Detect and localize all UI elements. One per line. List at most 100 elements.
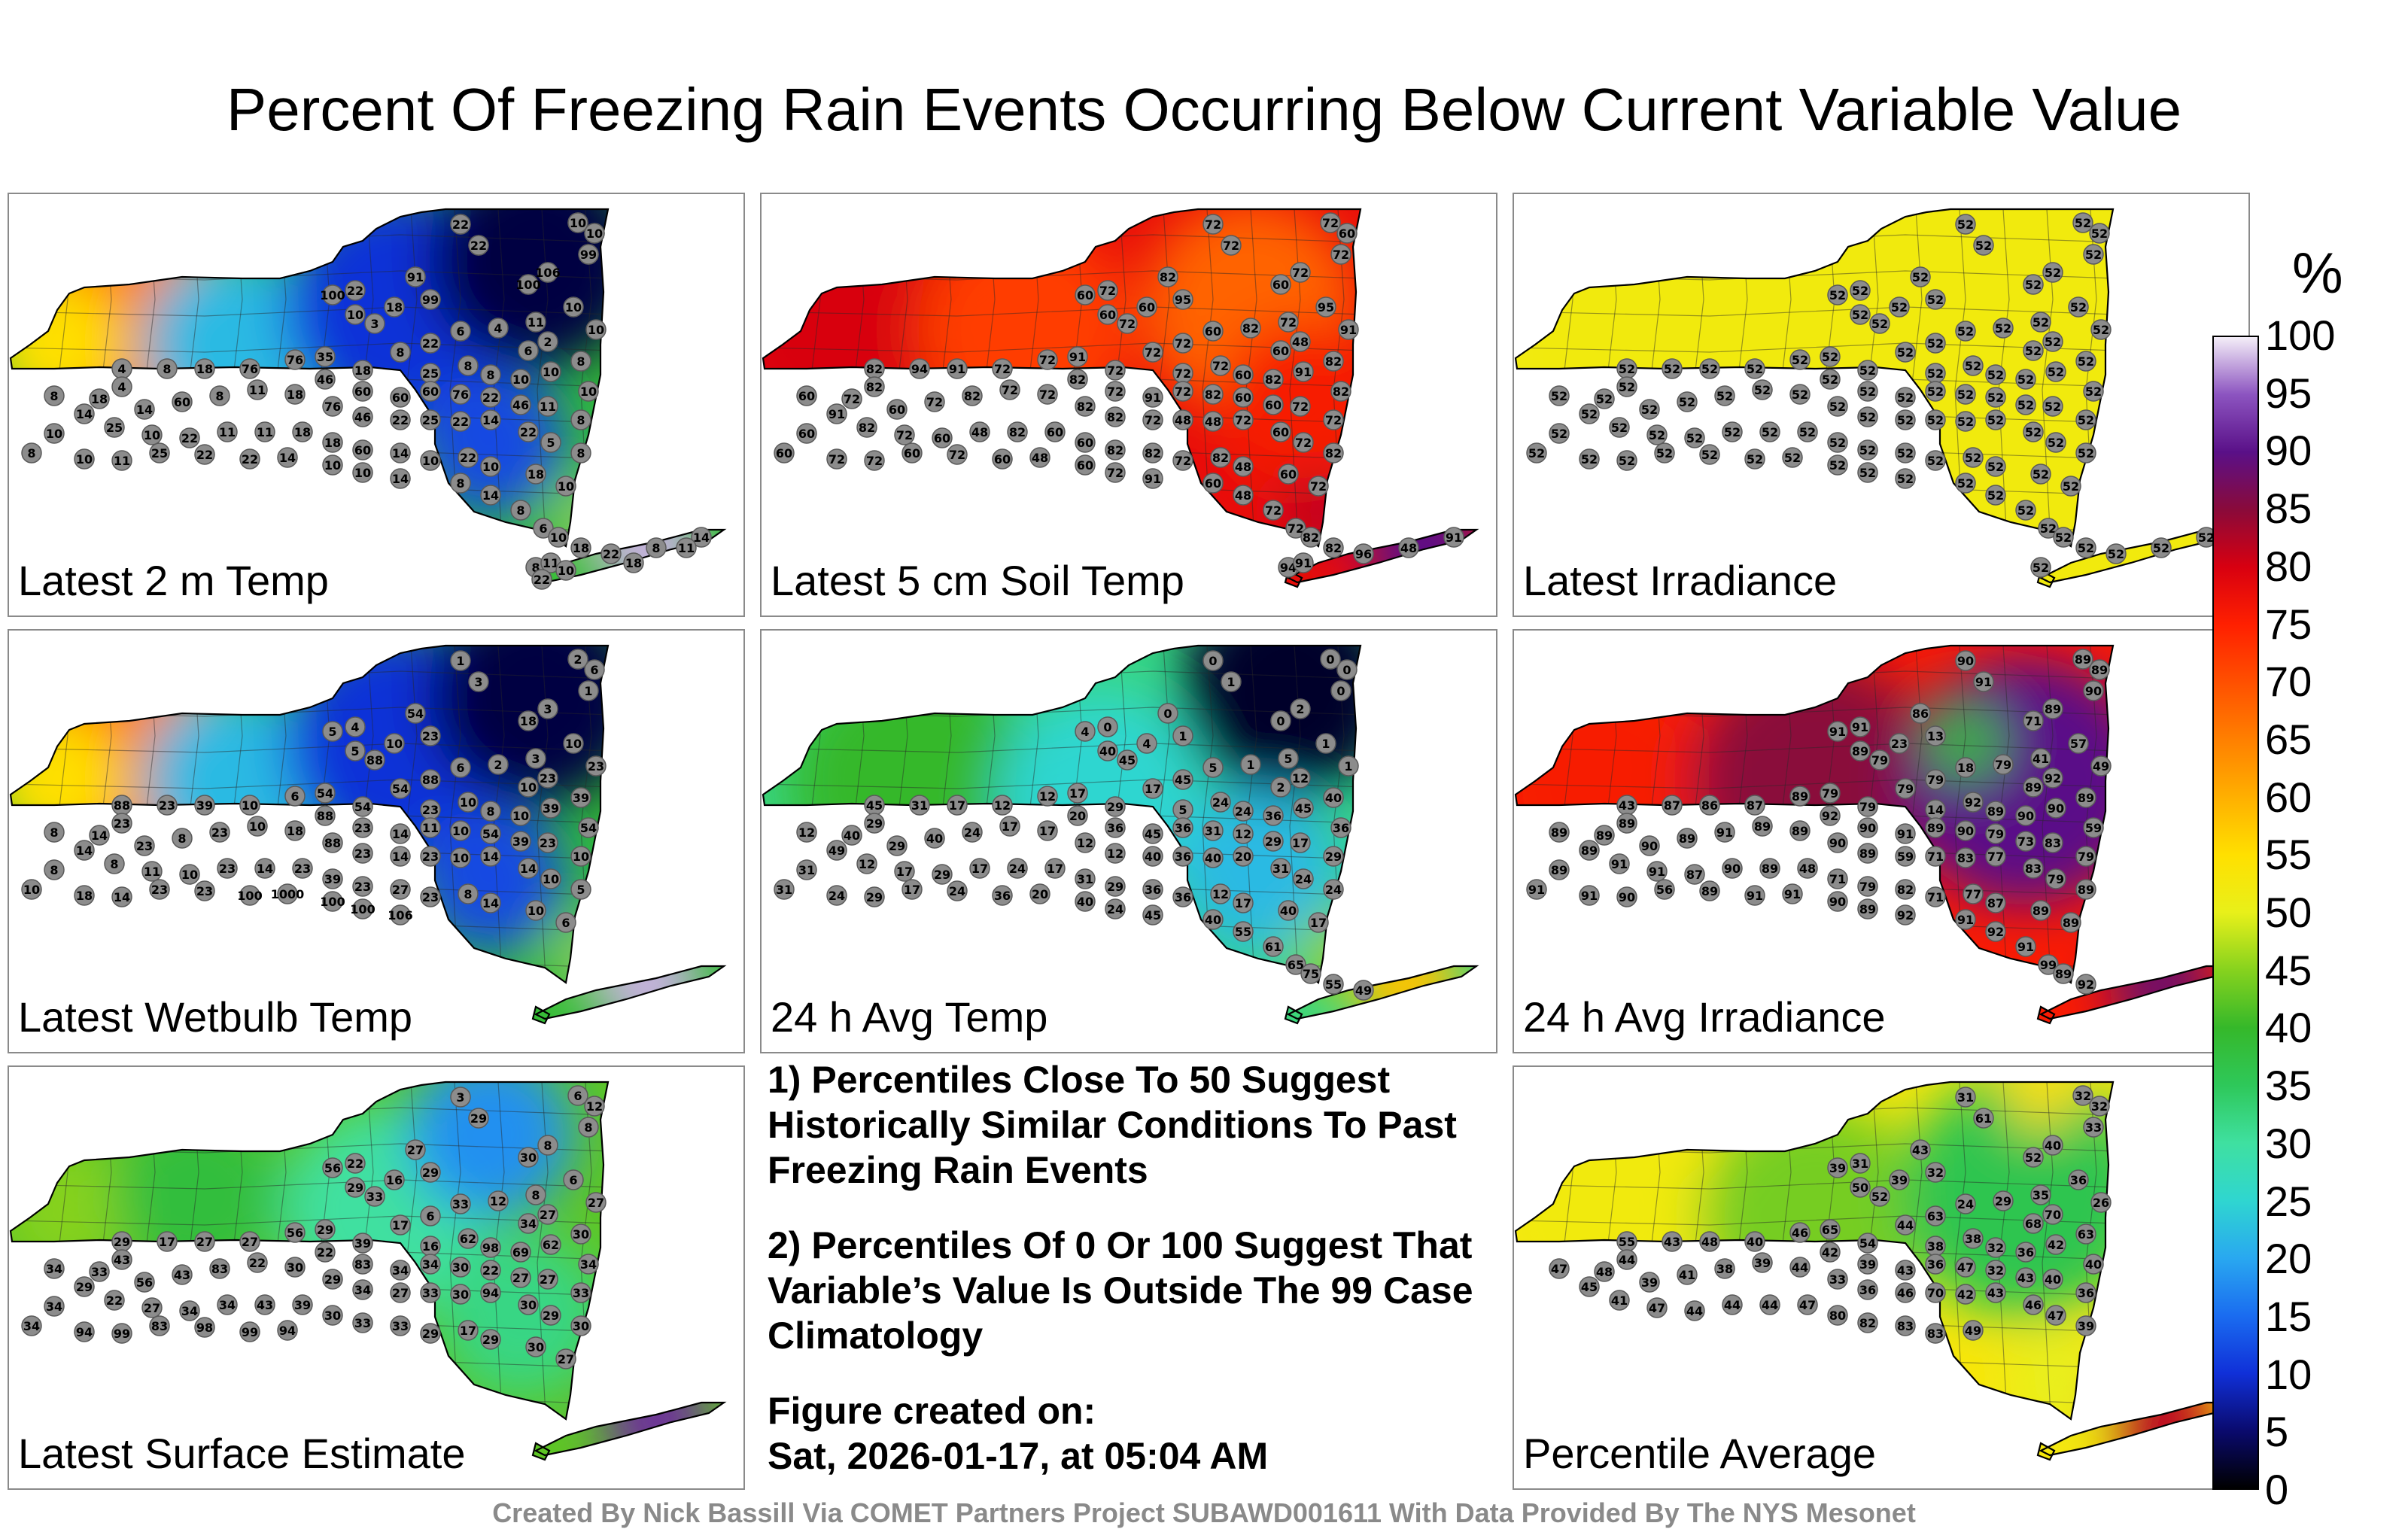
station-marker	[315, 783, 336, 804]
station-marker	[254, 858, 275, 879]
station-marker	[74, 840, 95, 861]
station-value: 72	[1310, 479, 1327, 494]
station-value: 92	[1987, 925, 2004, 939]
station-value: 60	[934, 431, 950, 445]
station-marker	[578, 244, 599, 265]
station-value: 72	[1292, 266, 1309, 280]
station-marker	[856, 853, 877, 874]
station-value: 32	[2091, 1099, 2108, 1114]
station-value: 52	[1859, 466, 1876, 480]
station-marker	[1172, 817, 1193, 838]
station-marker	[1857, 381, 1878, 402]
station-value: 60	[354, 385, 371, 399]
station-value: 29	[422, 1166, 439, 1180]
station-marker	[1233, 801, 1254, 822]
station-value: 79	[1987, 827, 2004, 841]
station-marker	[1639, 399, 1660, 420]
station-value: 91	[1145, 391, 1161, 405]
created-value: Sat, 2026-01-17, at 05:04 AM	[768, 1435, 1269, 1477]
station-value: 40	[1205, 851, 1221, 865]
station-value: 87	[1686, 868, 1703, 882]
station-value: 31	[1852, 1157, 1868, 1171]
station-marker	[420, 886, 441, 907]
station-value: 14	[392, 827, 409, 841]
station-marker	[104, 417, 125, 438]
station-marker	[420, 725, 441, 746]
station-value: 90	[2017, 809, 2034, 823]
station-marker	[390, 1315, 411, 1336]
station-value: 72	[1107, 363, 1123, 378]
station-marker	[1290, 832, 1311, 853]
station-marker	[1910, 266, 1931, 287]
station-value: 10	[460, 795, 476, 810]
station-value: 52	[2033, 467, 2049, 482]
station-value: 79	[2048, 872, 2064, 886]
station-value: 89	[2055, 967, 2072, 981]
station-value: 44	[1724, 1298, 1741, 1312]
station-value: 4	[1081, 725, 1089, 739]
station-marker	[537, 698, 558, 719]
station-marker	[420, 450, 441, 471]
station-value: 34	[422, 1257, 439, 1272]
station-value: 22	[470, 239, 487, 253]
station-marker	[1895, 823, 1916, 844]
station-marker	[450, 384, 471, 405]
station-marker	[1699, 358, 1720, 379]
station-value: 52	[1957, 388, 1974, 402]
station-marker	[796, 859, 817, 880]
station-value: 23	[196, 884, 213, 898]
station-marker	[1889, 296, 1910, 318]
station-value: 8	[456, 476, 464, 491]
station-marker	[1662, 358, 1683, 379]
station-value: 52	[1701, 362, 1718, 376]
station-marker	[239, 358, 260, 379]
station-value: 72	[829, 452, 845, 467]
station-marker	[2083, 1117, 2104, 1138]
state-outline	[2036, 569, 2056, 588]
station-value: 52	[2033, 561, 2049, 575]
station-marker	[1827, 396, 1848, 417]
station-value: 92	[1897, 908, 1914, 923]
station-value: 89	[2078, 791, 2094, 805]
station-marker	[1293, 361, 1314, 382]
station-value: 92	[2045, 771, 2061, 786]
panel-latest-2m-temp: 1426114183246221864111010628103223518825…	[8, 193, 745, 617]
station-marker	[1963, 355, 1984, 376]
station-marker	[1714, 822, 1735, 843]
station-value: 40	[1747, 1235, 1763, 1249]
station-marker	[1889, 733, 1910, 754]
station-value: 39	[543, 801, 559, 816]
station-marker	[89, 1261, 110, 1282]
station-marker	[1857, 439, 1878, 460]
station-marker	[1240, 318, 1261, 339]
station-marker	[1105, 439, 1126, 460]
station-value: 52	[1596, 392, 1613, 406]
station-value: 49	[829, 843, 845, 858]
station-value: 14	[392, 446, 409, 460]
state-outline	[1286, 528, 1479, 584]
station-value: 10	[181, 868, 198, 882]
station-marker	[254, 1294, 275, 1315]
station-value: 94	[482, 1286, 499, 1300]
station-marker	[1142, 904, 1163, 926]
station-value: 45	[1295, 801, 1312, 816]
station-value: 60	[174, 395, 190, 409]
station-value: 48	[1400, 541, 1417, 555]
station-value: 10	[543, 872, 559, 886]
panel-24h-avg-irradiance: 90 91 89 89 90 86 13 71 89 91 91 23 18 79 41 57 49 89 92 89…	[1513, 629, 2250, 1053]
station-value: 40	[2085, 1257, 2102, 1272]
station-value: 0	[1209, 654, 1217, 668]
station-value: 36	[1859, 1283, 1876, 1297]
station-marker	[134, 399, 155, 420]
station-value: 52	[2108, 547, 2124, 561]
field-blob	[1516, 209, 2229, 587]
station-value: 8	[584, 1120, 592, 1135]
station-marker	[2045, 432, 2066, 453]
station-value: 1	[1178, 729, 1187, 743]
station-marker	[2072, 1085, 2093, 1106]
station-marker	[1955, 411, 1976, 432]
station-marker	[1895, 387, 1916, 408]
station-marker	[247, 816, 268, 837]
station-marker	[2038, 518, 2059, 539]
station-marker	[1293, 432, 1314, 453]
